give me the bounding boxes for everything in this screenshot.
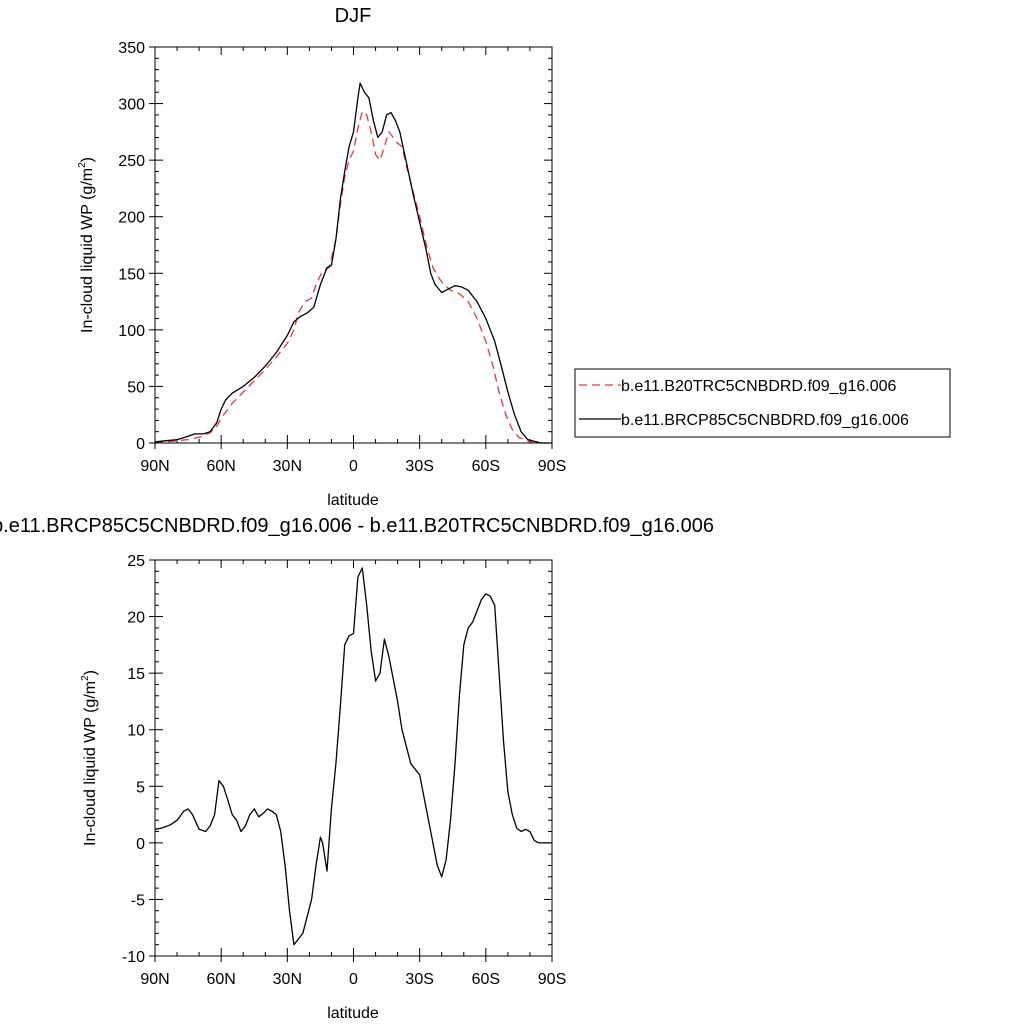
top-y-tick-label: 0	[136, 436, 145, 453]
top-y-tick-labels: 0 50 100 150 200 250 300 350	[118, 40, 145, 453]
top-y-tick-label: 200	[118, 210, 145, 227]
top-x-tick-label: 0	[349, 458, 358, 475]
top-y-tick-label: 150	[118, 266, 145, 283]
bottom-y-tick-labels: -10 -5 0 5 10 15 20 25	[122, 553, 145, 966]
legend-box	[574, 368, 951, 438]
top-x-tick-label: 90N	[140, 458, 169, 475]
bottom-x-tick-label: 0	[349, 971, 358, 988]
top-x-tick-label: 30N	[273, 458, 302, 475]
bottom-y-tick-label: 0	[136, 836, 145, 853]
top-y-tick-label: 50	[127, 379, 145, 396]
bottom-y-tick-label: 15	[127, 666, 145, 683]
bottom-x-tick-label: 90N	[140, 971, 169, 988]
bottom-y-axis-label: In-cloud liquid WP (g/m2)	[80, 670, 99, 846]
top-y-tick-label: 100	[118, 323, 145, 340]
bottom-x-tick-label: 60N	[206, 971, 235, 988]
top-y-axis-label: In-cloud liquid WP (g/m2)	[77, 157, 96, 333]
top-series-lines	[154, 82, 552, 444]
bottom-y-tick-label: 5	[136, 779, 145, 796]
bottom-x-tick-label: 30S	[405, 971, 433, 988]
bottom-x-tick-label: 30N	[273, 971, 302, 988]
legend-label-series-2: b.e11.BRCP85C5CNBDRD.f09_g16.006	[621, 412, 909, 429]
bottom-panel: b.e11.BRCP85C5CNBDRD.f09_g16.006 - b.e11…	[0, 515, 714, 1022]
bottom-y-tick-label: 10	[127, 723, 145, 740]
bottom-y-tick-label: 20	[127, 610, 145, 627]
bottom-x-tick-label: 60S	[472, 971, 500, 988]
bottom-x-tick-label: 90S	[538, 971, 566, 988]
bottom-axis-ticks	[149, 559, 553, 962]
legend: b.e11.B20TRC5CNBDRD.f09_g16.006 b.e11.BR…	[574, 368, 951, 438]
top-title: DJF	[335, 5, 372, 27]
top-axis-ticks	[149, 46, 553, 449]
bottom-plot-frame	[154, 559, 553, 957]
bottom-title: b.e11.BRCP85C5CNBDRD.f09_g16.006 - b.e11…	[0, 515, 714, 537]
top-plot-frame	[154, 46, 553, 444]
top-series-line-2	[154, 82, 552, 444]
top-y-tick-label: 250	[118, 153, 145, 170]
bottom-series-line-1	[154, 567, 552, 946]
top-x-tick-label: 90S	[538, 458, 566, 475]
top-x-tick-label: 60S	[472, 458, 500, 475]
top-series-line-1	[155, 110, 552, 444]
bottom-y-tick-label: -10	[122, 949, 145, 966]
top-x-tick-labels: 90N 60N 30N 0 30S 60S 90S	[140, 458, 566, 475]
top-x-tick-label: 60N	[206, 458, 235, 475]
top-panel: DJF 0 50 100 150 200 250 300 350 90N 60N 30N 0 30S 6…	[77, 5, 566, 509]
top-x-axis-label: latitude	[327, 492, 379, 509]
top-x-tick-label: 30S	[405, 458, 433, 475]
top-y-tick-label: 300	[118, 97, 145, 114]
bottom-series-lines	[154, 567, 552, 946]
legend-label-series-1: b.e11.B20TRC5CNBDRD.f09_g16.006	[621, 378, 897, 395]
bottom-x-axis-label: latitude	[327, 1005, 379, 1022]
bottom-y-tick-label: -5	[131, 892, 145, 909]
bottom-x-tick-labels: 90N 60N 30N 0 30S 60S 90S	[140, 971, 566, 988]
top-y-tick-label: 350	[118, 40, 145, 57]
bottom-y-tick-label: 25	[127, 553, 145, 570]
